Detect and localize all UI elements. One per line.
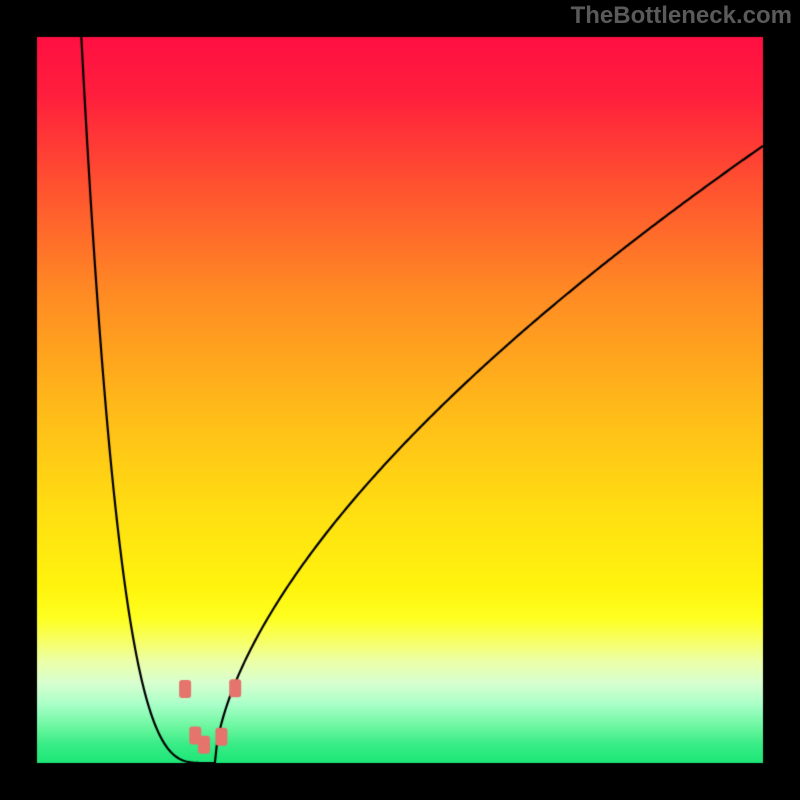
- chart-container: TheBottleneck.com: [0, 0, 800, 800]
- bottleneck-curve-chart: [0, 0, 800, 800]
- watermark-text: TheBottleneck.com: [571, 2, 792, 30]
